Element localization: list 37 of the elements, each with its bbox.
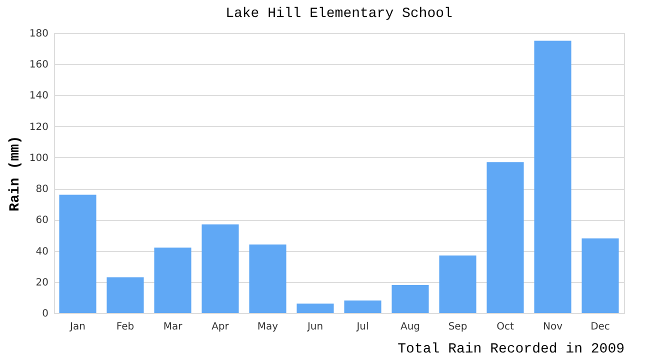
y-tick-label: 80 [36, 184, 48, 196]
bar [486, 162, 524, 313]
y-tick-label: 20 [36, 277, 48, 288]
y-tick-label: 100 [29, 152, 48, 164]
x-tick-label: May [257, 322, 278, 332]
bar [439, 255, 476, 313]
bar [202, 224, 239, 313]
bar [392, 285, 429, 313]
x-tick-label: Sep [448, 322, 468, 332]
x-tick-label: Jul [356, 322, 369, 332]
x-tick-label: Jun [306, 322, 324, 332]
y-tick-label: 40 [36, 246, 48, 258]
bar [534, 40, 572, 313]
bar [154, 248, 192, 313]
x-axis-title: Total Rain Recorded in 2009 [398, 342, 624, 358]
bar [249, 244, 286, 313]
x-tick-label: Nov [542, 322, 563, 332]
y-tick-label: 160 [29, 60, 48, 71]
y-tick-label: 60 [36, 215, 48, 226]
y-tick-label: 120 [29, 122, 48, 133]
chart-title: Lake Hill Elementary School [226, 6, 452, 22]
x-tick-label: Oct [496, 322, 514, 332]
x-tick-label: Jan [69, 322, 86, 332]
bar [106, 277, 144, 313]
x-tick-label: Apr [212, 322, 230, 332]
bar [344, 300, 382, 313]
y-axis-title: Rain (mm) [7, 136, 24, 212]
x-tick-label: Mar [163, 322, 184, 332]
x-tick-label: Dec [590, 322, 610, 332]
bar [296, 304, 334, 313]
x-tick-label: Aug [400, 322, 420, 332]
x-tick-label: Feb [116, 322, 134, 332]
y-tick-label: 0 [42, 308, 48, 320]
bar [59, 194, 96, 313]
y-tick-label: 180 [29, 28, 48, 40]
bar [582, 238, 619, 313]
y-tick-label: 140 [29, 90, 48, 102]
